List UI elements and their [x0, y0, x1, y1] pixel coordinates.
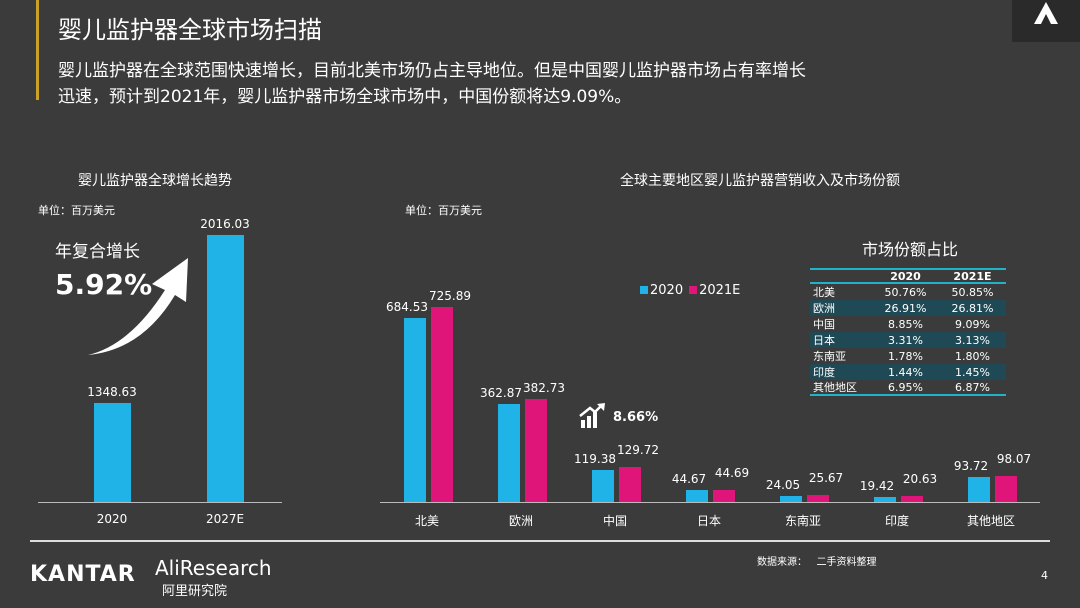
subtitle-line-2: 迅速，预计到2021年，婴儿监护器市场全球市场中，中国份额将达9.09%。 [58, 87, 632, 107]
table-cell: 1.78% [888, 349, 923, 363]
region-value-label: 684.53 [386, 299, 428, 314]
region-category-label: 北美 [414, 514, 440, 528]
region-chart-unit: 单位：百万美元 [405, 204, 482, 217]
growth-value-label: 2016.03 [200, 216, 250, 231]
accent-bar [36, 0, 39, 100]
growth-category-label: 2027E [205, 512, 245, 526]
table-cell: 26.81% [951, 301, 994, 315]
region-value-label: 98.07 [996, 451, 1032, 466]
table-cell: 3.13% [955, 333, 990, 347]
table-row: 东南亚 1.78% 1.80% [810, 348, 1006, 364]
region-value-label: 20.63 [902, 472, 938, 487]
aliresearch-cn-logo: 阿里研究院 [162, 584, 228, 599]
region-bar-2020 [968, 476, 990, 502]
growth-bar [207, 234, 244, 502]
region-bar-2020 [498, 404, 520, 502]
table-cell: 6.87% [955, 380, 990, 394]
region-chart-title: 全球主要地区婴儿监护器营销收入及市场份额 [620, 173, 900, 189]
table-row: 印度 1.44% 1.45% [810, 364, 1006, 380]
table-row: 日本 3.31% 3.13% [810, 332, 1006, 348]
share-table: 2020 2021E 北美 50.76% 50.85% 欧洲 26.91% 26.81% 中国… [810, 268, 1006, 396]
growth-arrow-icon [88, 258, 188, 355]
table-cell: 1.44% [888, 365, 923, 379]
region-bar-2020 [404, 317, 426, 502]
table-row: 中国 8.85% 9.09% [810, 316, 1006, 332]
table-header: 2020 2021E [810, 268, 1006, 284]
table-row: 其他地区 6.95% 6.87% [810, 380, 1006, 396]
region-category-label: 其他地区 [966, 514, 1016, 528]
page-title: 婴儿监护器全球市场扫描 [58, 16, 322, 44]
table-cell: 50.76% [884, 285, 927, 299]
region-bar-2021E [525, 399, 547, 502]
region-bar-2021E [431, 306, 453, 502]
region-bar-2021E [807, 495, 829, 502]
region-category-label: 印度 [884, 514, 910, 528]
table-row: 欧洲 26.91% 26.81% [810, 300, 1006, 316]
table-cell: 8.85% [888, 317, 923, 331]
region-value-label: 129.72 [617, 443, 659, 458]
region-category-label: 日本 [696, 514, 722, 528]
growth-chart-icon [579, 403, 605, 428]
region-bar-2021E [995, 475, 1017, 502]
table-cell: 50.85% [951, 285, 994, 299]
region-category-label: 中国 [602, 514, 628, 528]
tmic-logo [1012, 0, 1080, 42]
cagr-label: 年复合增长 [55, 242, 140, 262]
table-cell: 印度 [813, 366, 835, 379]
growth-value-label: 1348.63 [87, 384, 137, 399]
table-cell: 日本 [813, 334, 835, 347]
region-bar-2020 [780, 495, 802, 502]
table-cell: 3.31% [888, 333, 923, 347]
region-bar-2020 [874, 496, 896, 502]
kantar-logo: KANTAR [30, 562, 136, 587]
share-table-title: 市场份额占比 [862, 240, 959, 259]
region-category-label: 东南亚 [784, 514, 822, 528]
table-cell: 其他地区 [813, 381, 857, 394]
table-row: 北美 50.76% 50.85% [810, 284, 1006, 300]
aliresearch-logo: AliResearch [155, 556, 272, 580]
region-bar-2021E [713, 489, 735, 502]
region-category-label: 欧洲 [508, 514, 534, 528]
growth-bar [94, 402, 131, 502]
region-value-label: 362.87 [480, 386, 522, 401]
page-number: 4 [1041, 569, 1048, 582]
data-source: 数据来源： 二手资料整理 [757, 557, 877, 568]
region-chart-axis [380, 502, 1040, 503]
region-value-label: 44.69 [714, 465, 750, 480]
cagr-value: 5.92% [55, 268, 153, 301]
growth-chart-title: 婴儿监护器全球增长趋势 [78, 173, 232, 189]
region-value-label: 119.38 [574, 451, 616, 466]
table-cell: 北美 [813, 286, 835, 299]
table-cell: 中国 [813, 318, 835, 331]
region-bar-2020 [686, 489, 708, 502]
legend-2021e: 2021E [689, 283, 740, 298]
footer-divider [30, 540, 1050, 542]
growth-chart-unit: 单位：百万美元 [38, 204, 115, 217]
table-cell: 6.95% [888, 380, 923, 394]
growth-category-label: 2020 [96, 512, 128, 526]
table-cell: 26.91% [884, 301, 927, 315]
region-value-label: 44.67 [671, 471, 707, 486]
table-cell: 1.45% [955, 365, 990, 379]
region-value-label: 725.89 [429, 288, 471, 303]
legend: 2020 2021E [640, 283, 740, 298]
region-bar-2021E [619, 467, 641, 502]
china-growth-value: 8.66% [613, 410, 659, 425]
table-cell: 东南亚 [813, 350, 846, 363]
table-cell: 9.09% [955, 317, 990, 331]
region-value-label: 382.73 [523, 381, 565, 396]
table-cell: 1.80% [955, 349, 990, 363]
legend-2020: 2020 [640, 283, 683, 298]
region-value-label: 93.72 [953, 458, 989, 473]
region-value-label: 25.67 [808, 471, 844, 486]
table-cell: 欧洲 [813, 302, 835, 315]
subtitle-line-1: 婴儿监护器在全球范围快速增长，目前北美市场仍占主导地位。但是中国婴儿监护器市场占… [58, 61, 806, 81]
growth-chart-axis [38, 502, 282, 503]
region-value-label: 19.42 [859, 478, 895, 493]
region-value-label: 24.05 [765, 477, 801, 492]
logo-a-icon [1034, 2, 1058, 24]
region-bar-2021E [901, 496, 923, 502]
region-bar-2020 [592, 469, 614, 502]
